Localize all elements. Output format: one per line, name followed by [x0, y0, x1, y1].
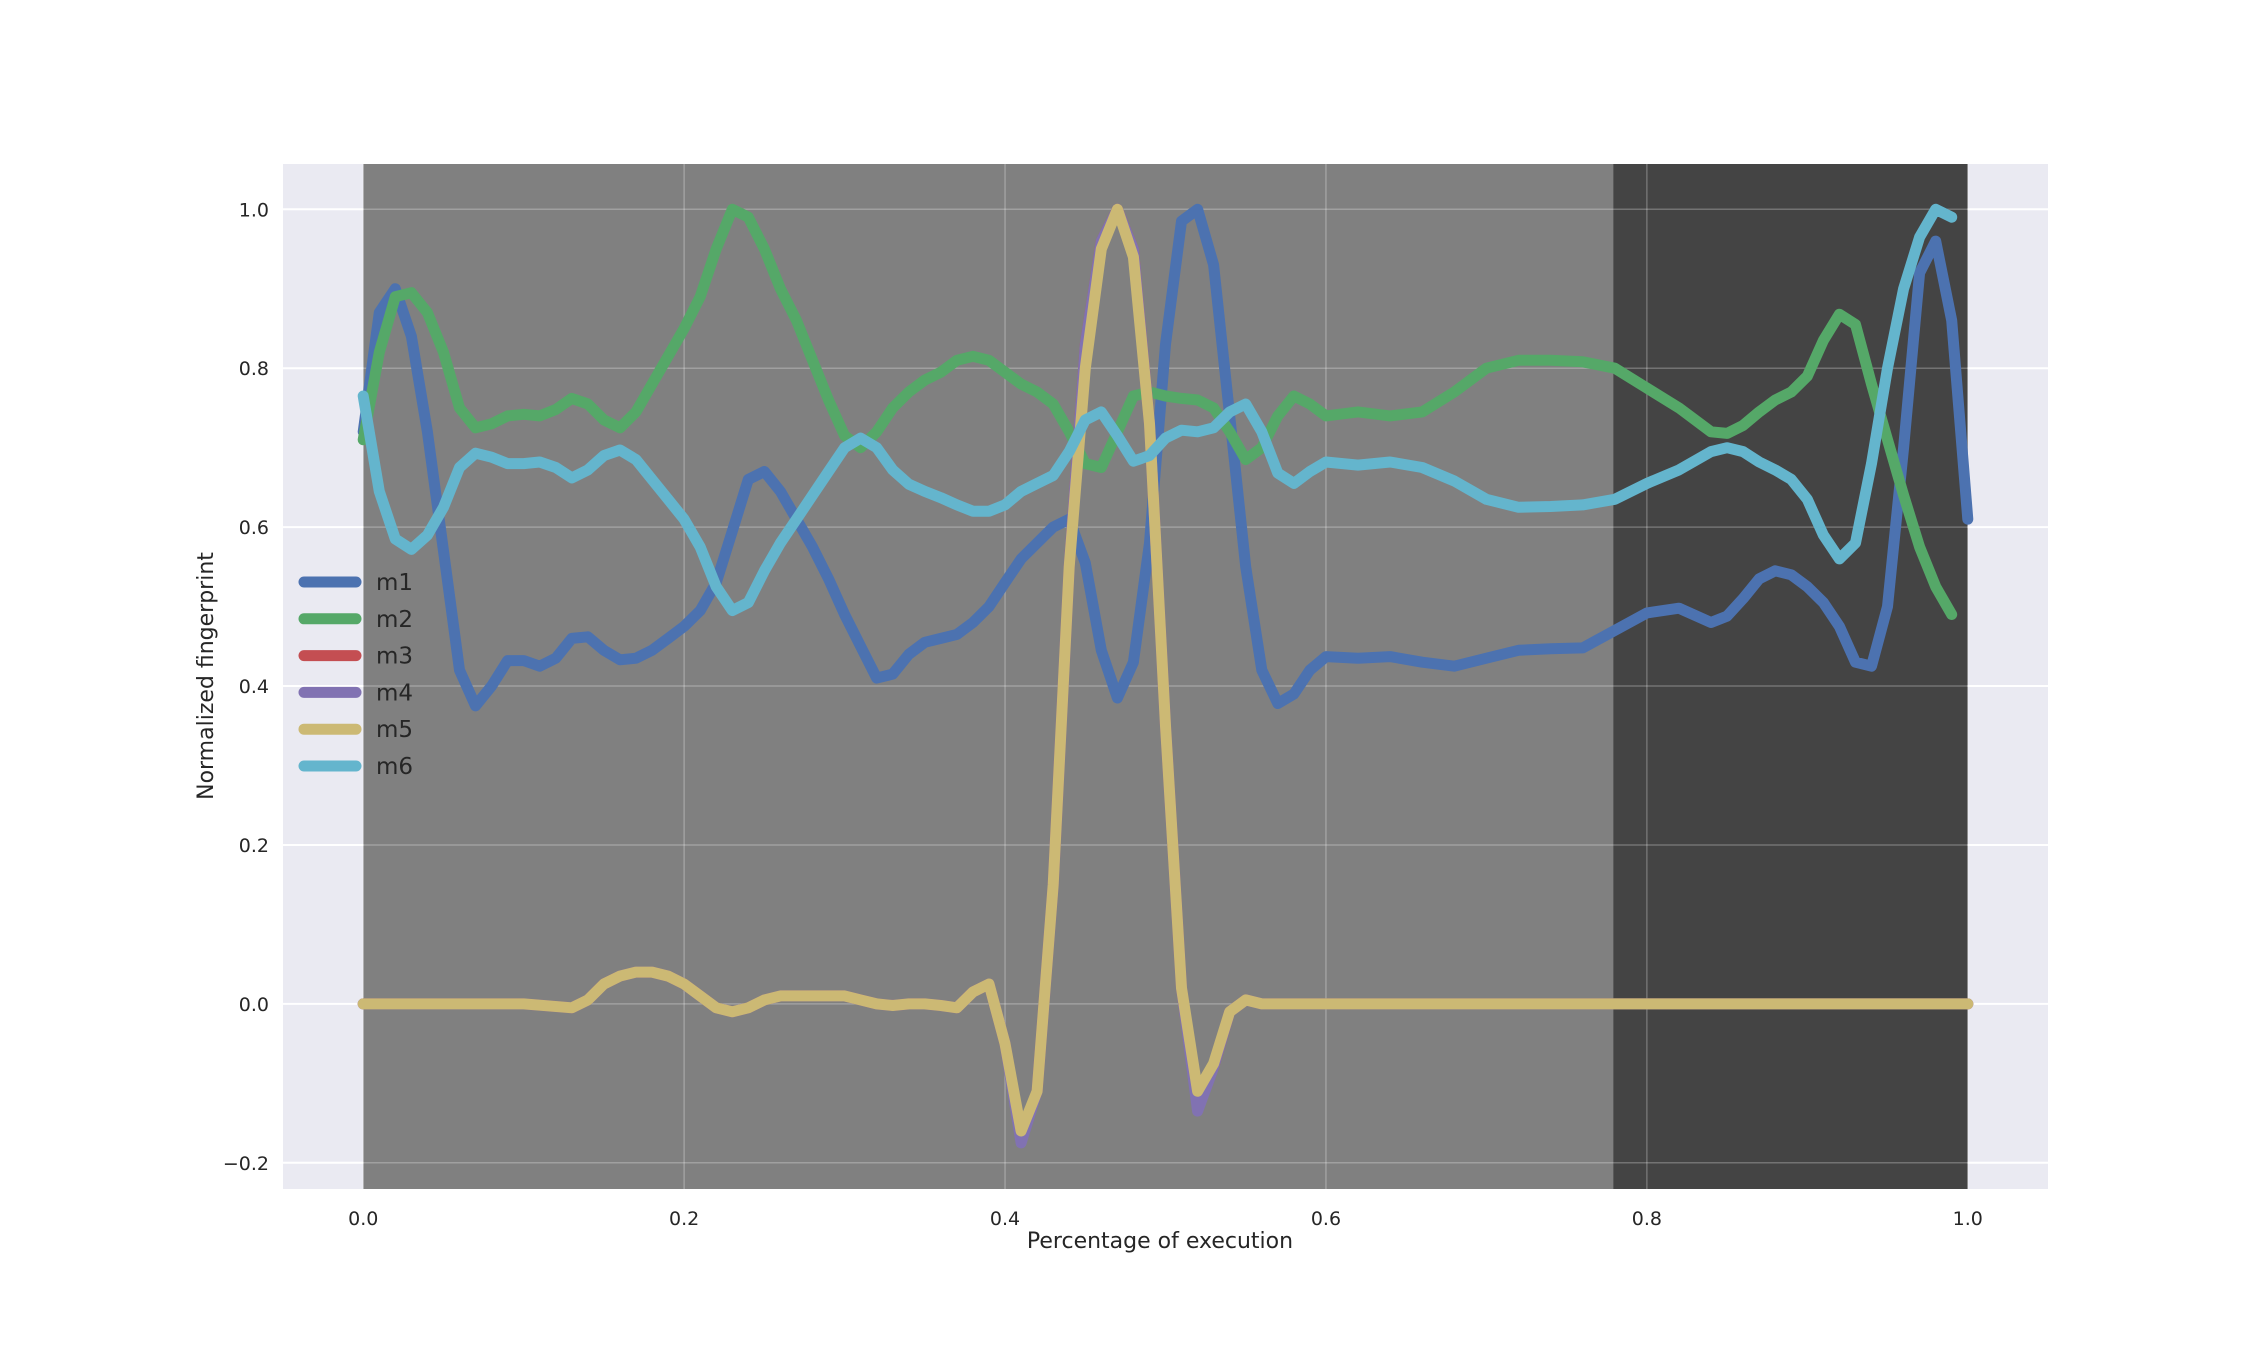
- x-tick-label: 0.8: [1632, 1208, 1662, 1230]
- legend-item-m2: m2: [298, 607, 413, 633]
- legend-item-m5: m5: [298, 717, 413, 743]
- series-lines: [357, 203, 1974, 1149]
- y-tick-labels: −0.2 0.0 0.2 0.4 0.6 0.8 1.0: [223, 199, 269, 1174]
- y-tick-label: 0.0: [239, 994, 269, 1016]
- y-axis-label: Normalized fingerprint: [194, 552, 219, 800]
- series-line-m6: [357, 203, 1958, 617]
- shaded-region-1: [363, 164, 1614, 1189]
- y-tick-label: 1.0: [239, 199, 269, 221]
- x-tick-label: 0.0: [348, 1208, 378, 1230]
- x-axis-label: Percentage of execution: [1027, 1229, 1293, 1254]
- y-tick-label: 0.2: [239, 835, 269, 857]
- legend-item-m4: m4: [298, 680, 413, 706]
- y-tick-label: 0.4: [239, 676, 269, 698]
- x-tick-label: 1.0: [1953, 1208, 1983, 1230]
- y-tick-label: −0.2: [223, 1153, 269, 1175]
- series-line-m2: [357, 203, 1958, 620]
- series-line-m5: [357, 203, 1974, 1137]
- legend: m1 m2 m3 m4 m5 m6: [298, 570, 413, 780]
- legend-label: m6: [376, 754, 413, 780]
- shaded-regions: [363, 164, 1968, 1189]
- y-tick-label: 0.6: [239, 517, 269, 539]
- legend-label: m1: [376, 570, 413, 596]
- x-tick-label: 0.2: [669, 1208, 699, 1230]
- legend-label: m4: [376, 680, 413, 706]
- legend-item-m3: m3: [298, 644, 413, 670]
- legend-label: m5: [376, 717, 413, 743]
- x-tick-label: 0.4: [990, 1208, 1020, 1230]
- legend-label: m2: [376, 607, 413, 633]
- x-tick-labels: 0.0 0.2 0.4 0.6 0.8 1.0: [348, 1208, 1983, 1230]
- legend-label: m3: [376, 644, 413, 670]
- legend-item-m6: m6: [298, 754, 413, 780]
- y-tick-label: 0.8: [239, 358, 269, 380]
- legend-item-m1: m1: [298, 570, 413, 596]
- x-tick-label: 0.6: [1311, 1208, 1341, 1230]
